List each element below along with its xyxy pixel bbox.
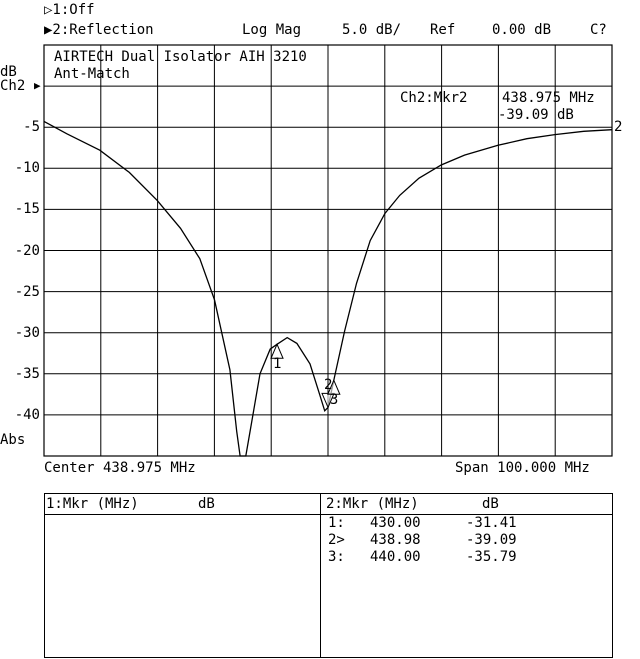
active-marker-value: -39.09 dB — [498, 107, 574, 123]
cal-status: C? — [590, 22, 607, 38]
marker-table-header-line — [44, 514, 612, 515]
marker-row-id: 2> — [328, 532, 345, 548]
y-tick-label: -30 — [14, 324, 40, 341]
active-marker-freq: 438.975 MHz — [502, 90, 595, 106]
marker-3-triangle — [327, 379, 341, 395]
ref-value: 0.00 dB — [492, 22, 552, 38]
marker-row-value: -39.09 — [466, 532, 517, 548]
marker-row-freq: 440.00 — [370, 549, 421, 565]
chart-title: AIRTECH Dual Isolator AIH 3210 — [54, 49, 307, 65]
scale-label: 5.0 dB/ — [342, 22, 402, 38]
marker-1-label: 1 — [273, 356, 282, 373]
ch1-marker-header: 1:Mkr (MHz) — [46, 496, 139, 512]
marker-row-value: -31.41 — [466, 515, 517, 531]
y-tick-label: -10 — [14, 160, 40, 177]
marker-row-freq: 438.98 — [370, 532, 421, 548]
channel2-measurement: ▶2:Reflection — [44, 22, 154, 38]
y-tick-label: -20 — [14, 242, 40, 259]
chart-subtitle: Ant-Match — [54, 66, 130, 82]
marker-row-value: -35.79 — [466, 549, 517, 565]
active-marker-label: Ch2:Mkr2 — [400, 90, 468, 106]
marker-table-divider — [320, 493, 321, 657]
reference-arrow-icon: ▶ — [34, 79, 41, 92]
ch2-unit-header: dB — [482, 496, 499, 512]
channel1-status: ▷1:Off — [44, 2, 95, 18]
trace-line — [43, 120, 613, 457]
ch1-unit-header: dB — [198, 496, 215, 512]
y-tick-label: -25 — [14, 283, 40, 300]
ref-label: Ref — [430, 22, 456, 38]
marker-table — [44, 493, 613, 658]
marker-1-triangle — [270, 343, 284, 359]
y-tick-label: -35 — [14, 365, 40, 382]
y-axis-label: dB — [0, 64, 17, 80]
marker-2-label: 2 — [324, 377, 333, 394]
marker-row-freq: 430.00 — [370, 515, 421, 531]
y-tick-label: -15 — [14, 201, 40, 218]
y-tick-label: -40 — [14, 406, 40, 423]
format-label: Log Mag — [242, 22, 302, 38]
marker-row-id: 3: — [328, 549, 345, 565]
marker-3-label: 3 — [329, 392, 339, 409]
x-center-label: Center 438.975 MHz — [44, 460, 196, 476]
trace-end-label: 2 — [614, 119, 623, 135]
marker-row-id: 1: — [328, 515, 345, 531]
y-format-label: Abs — [0, 432, 26, 448]
y-tick-label: -5 — [23, 119, 40, 136]
channel-label: Ch2 — [0, 78, 26, 94]
ch2-marker-header: 2:Mkr (MHz) — [326, 496, 419, 512]
x-span-label: Span 100.000 MHz — [455, 460, 590, 476]
